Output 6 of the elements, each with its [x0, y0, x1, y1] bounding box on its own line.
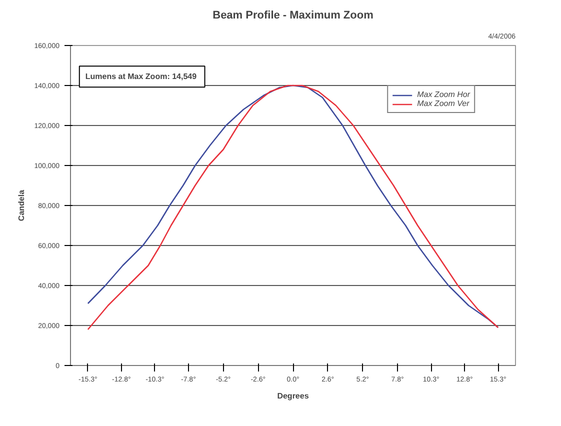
legend-label: Max Zoom Hor [417, 90, 470, 99]
annotation: Lumens at Max Zoom: 14,549 [85, 72, 198, 82]
y-axis-title: Candela [17, 189, 26, 222]
legend-label: Max Zoom Ver [417, 99, 470, 108]
x-axis-title: Degrees [277, 392, 310, 400]
chart-title: Beam Profile - Maximum Zoom [212, 10, 374, 22]
